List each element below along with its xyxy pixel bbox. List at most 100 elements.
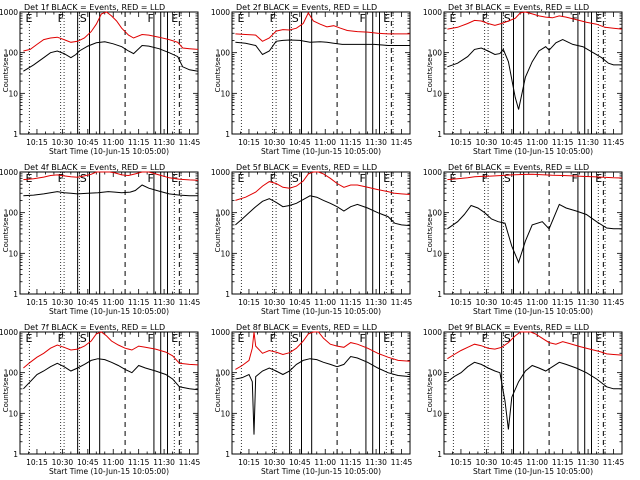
y-axis-label: Counts/sec xyxy=(426,54,434,93)
x-tick-label: 10:45 xyxy=(289,458,311,467)
x-tick-label: 11:30 xyxy=(365,138,387,147)
x-tick-label: 11:45 xyxy=(603,458,625,467)
events-series-line xyxy=(447,39,622,110)
x-tick-label: 10:45 xyxy=(77,138,99,147)
y-axis-label: Counts/sec xyxy=(214,54,222,93)
y-tick-label: 10 xyxy=(220,409,230,418)
plot-frame xyxy=(443,331,623,455)
interval-marker-label: E xyxy=(383,332,390,345)
interval-marker-label: S xyxy=(504,172,511,185)
interval-marker-label: F xyxy=(148,332,154,345)
panel-title: Det 3f BLACK = Events, RED = LLD xyxy=(448,3,589,12)
y-tick-label: 1000 xyxy=(0,8,18,17)
y-axis-label: Counts/sec xyxy=(2,54,10,93)
x-tick-label: 11:30 xyxy=(365,298,387,307)
interval-marker-label: E xyxy=(237,332,244,345)
interval-marker-label: F xyxy=(270,12,276,25)
interval-marker-label: F xyxy=(270,332,276,345)
x-tick-label: 11:30 xyxy=(365,458,387,467)
interval-marker-label: S xyxy=(292,172,299,185)
events-series-line xyxy=(235,195,411,227)
interval-marker-label: F xyxy=(482,332,488,345)
x-tick-label: 10:15 xyxy=(238,298,260,307)
x-tick-label: 11:30 xyxy=(153,458,175,467)
plot-frame xyxy=(19,171,199,295)
y-tick-label: 100 xyxy=(216,369,231,378)
y-tick-label: 10 xyxy=(8,249,18,258)
x-axis-label: Start Time (10-Jun-15 10:05:00) xyxy=(49,147,169,156)
interval-marker-label: F xyxy=(360,12,366,25)
x-tick-label: 11:15 xyxy=(128,138,150,147)
interval-marker-label: E xyxy=(383,12,390,25)
x-tick-label: 11:45 xyxy=(179,138,201,147)
plot-frame xyxy=(443,171,623,295)
y-tick-label: 100 xyxy=(216,49,231,58)
x-axis-label: Start Time (10-Jun-15 10:05:00) xyxy=(261,467,381,476)
lld-series-line xyxy=(235,331,411,370)
x-tick-label: 11:45 xyxy=(391,298,413,307)
x-tick-label: 11:30 xyxy=(577,138,599,147)
plot-frame xyxy=(231,171,411,295)
panel-title: Det 6f BLACK = Events, RED = LLD xyxy=(448,163,589,172)
x-tick-label: 10:15 xyxy=(26,138,48,147)
x-tick-label: 10:45 xyxy=(77,458,99,467)
y-tick-label: 1000 xyxy=(423,168,442,177)
panel-title: Det 8f BLACK = Events, RED = LLD xyxy=(236,323,377,332)
interval-marker-label: S xyxy=(80,172,87,185)
interval-marker-label: F xyxy=(572,12,578,25)
events-series-line xyxy=(23,358,199,391)
y-tick-label: 1000 xyxy=(211,328,230,337)
interval-marker-label: F xyxy=(360,332,366,345)
interval-marker-label: F xyxy=(58,172,64,185)
y-tick-label: 100 xyxy=(428,369,443,378)
y-tick-label: 1000 xyxy=(211,8,230,17)
y-tick-label: 10 xyxy=(220,89,230,98)
interval-marker-label: E xyxy=(595,172,602,185)
y-tick-label: 1 xyxy=(225,290,230,299)
y-tick-label: 100 xyxy=(4,209,19,218)
y-axis-label: Counts/sec xyxy=(214,214,222,253)
y-tick-label: 1000 xyxy=(0,168,18,177)
interval-marker-label: E xyxy=(449,332,456,345)
y-tick-label: 1000 xyxy=(423,8,442,17)
lld-series-line xyxy=(447,331,623,360)
x-tick-label: 11:45 xyxy=(179,458,201,467)
interval-marker-label: E xyxy=(449,12,456,25)
y-tick-label: 10 xyxy=(8,409,18,418)
x-tick-label: 10:45 xyxy=(501,458,523,467)
interval-marker-label: S xyxy=(504,12,511,25)
x-tick-label: 11:00 xyxy=(314,458,336,467)
events-series-line xyxy=(235,355,411,435)
plot-frame xyxy=(19,331,199,455)
interval-marker-label: F xyxy=(270,172,276,185)
x-tick-label: 11:15 xyxy=(552,298,574,307)
plot-frame xyxy=(19,11,199,135)
x-tick-label: 10:45 xyxy=(289,138,311,147)
lld-series-line xyxy=(447,173,623,181)
x-tick-label: 11:15 xyxy=(552,458,574,467)
interval-marker-label: F xyxy=(482,172,488,185)
x-axis-label: Start Time (10-Jun-15 10:05:00) xyxy=(473,147,593,156)
interval-marker-label: E xyxy=(25,332,32,345)
interval-marker-label: F xyxy=(482,12,488,25)
lld-series-line xyxy=(447,11,623,30)
interval-marker-label: E xyxy=(595,332,602,345)
x-tick-label: 11:00 xyxy=(102,458,124,467)
x-tick-label: 10:45 xyxy=(501,138,523,147)
plot-frame xyxy=(443,11,623,135)
plot-frame xyxy=(231,331,411,455)
x-tick-label: 10:30 xyxy=(52,298,74,307)
x-tick-label: 11:45 xyxy=(391,458,413,467)
x-tick-label: 11:00 xyxy=(526,458,548,467)
panel-title: Det 9f BLACK = Events, RED = LLD xyxy=(448,323,589,332)
lld-series-line xyxy=(235,171,411,201)
panel-title: Det 1f BLACK = Events, RED = LLD xyxy=(24,3,165,12)
interval-marker-label: E xyxy=(237,172,244,185)
x-tick-label: 10:15 xyxy=(450,298,472,307)
x-tick-label: 11:00 xyxy=(314,298,336,307)
x-axis-label: Start Time (10-Jun-15 10:05:00) xyxy=(473,307,593,316)
